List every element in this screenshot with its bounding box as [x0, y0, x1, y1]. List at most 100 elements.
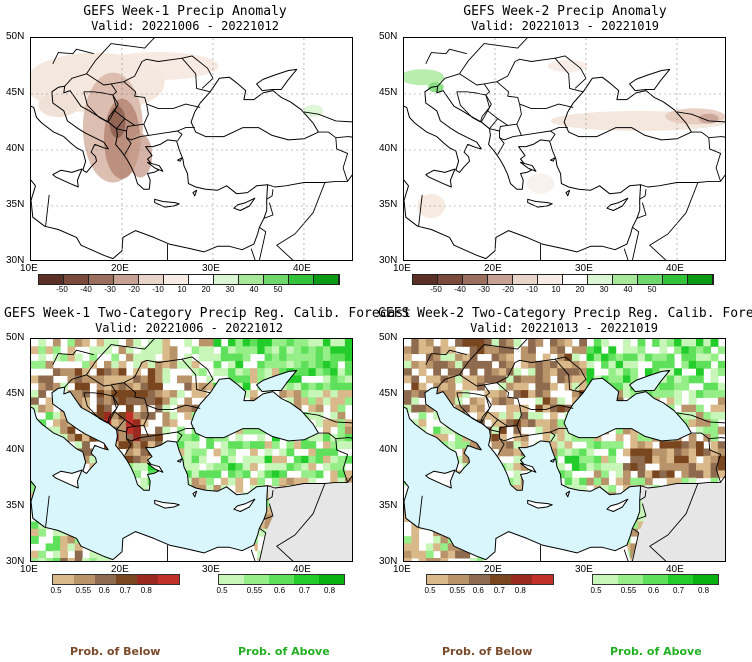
colorbar-tick: 0.8	[514, 586, 526, 595]
anomaly-colorbar	[38, 274, 340, 285]
colorbar-swatch	[74, 575, 95, 584]
lat-label: 50N	[379, 31, 398, 42]
colorbar-swatch	[214, 275, 239, 284]
lat-label: 35N	[6, 500, 25, 511]
lat-label: 40N	[379, 143, 398, 154]
colorbar-tick: -20	[128, 285, 140, 294]
colorbar-swatch	[538, 275, 563, 284]
colorbar-swatch	[413, 275, 438, 284]
colorbar-swatch	[513, 275, 538, 284]
colorbar-swatch	[269, 575, 294, 584]
prob-below-colorbar	[52, 574, 180, 585]
colorbar-swatch	[618, 575, 643, 584]
colorbar-tick: 0.7	[119, 586, 131, 595]
lon-label: 30E	[574, 564, 593, 575]
map-week1-anomaly	[30, 37, 353, 261]
lat-label: 40N	[6, 444, 25, 455]
colorbar-swatch	[488, 275, 513, 284]
colorbar-swatch	[663, 275, 688, 284]
panel-title: GEFS Week-2 Two-Category Precip Reg. Cal…	[378, 306, 752, 321]
colorbar-swatch	[89, 275, 114, 284]
lon-label: 40E	[665, 263, 684, 274]
lat-label: 35N	[379, 500, 398, 511]
colorbar-swatch	[563, 275, 588, 284]
colorbar-swatch	[588, 275, 613, 284]
anomaly-colorbar	[412, 274, 714, 285]
lat-label: 35N	[379, 199, 398, 210]
colorbar-swatch	[532, 575, 553, 584]
lon-label: 10E	[20, 564, 38, 575]
prob-below-label: Prob. of Below	[442, 645, 533, 658]
colorbar-tick: 0.6	[472, 586, 484, 595]
lon-label: 20E	[110, 263, 129, 274]
colorbar-tick: -10	[526, 285, 538, 294]
colorbar-swatch	[319, 575, 344, 584]
colorbar-tick: 50	[273, 285, 283, 294]
colorbar-tick: 0.6	[647, 586, 660, 595]
colorbar-swatch	[314, 275, 339, 284]
lat-label: 45N	[379, 388, 398, 399]
prob-below-label: Prob. of Below	[70, 645, 161, 658]
lon-label: 20E	[483, 263, 502, 274]
colorbar-swatch	[264, 275, 289, 284]
colorbar-swatch	[219, 575, 244, 584]
colorbar-swatch	[137, 575, 158, 584]
colorbar-swatch	[427, 575, 448, 584]
colorbar-tick: -10	[152, 285, 164, 294]
panel-title: GEFS Week-1 Precip Anomaly	[83, 4, 287, 19]
colorbar-tick: 0.5	[50, 586, 62, 595]
colorbar-tick: 0.7	[493, 586, 505, 595]
lon-label: 40E	[665, 564, 684, 575]
colorbar-tick: 0.6	[273, 586, 286, 595]
colorbar-tick: 10	[551, 285, 561, 294]
lat-label: 50N	[6, 332, 25, 343]
colorbar-swatch	[688, 275, 713, 284]
colorbar-swatch	[114, 275, 139, 284]
colorbar-tick: -40	[80, 285, 92, 294]
colorbar-swatch	[638, 275, 663, 284]
colorbar-swatch	[294, 575, 319, 584]
lat-label: 40N	[6, 143, 25, 154]
lon-label: 30E	[201, 564, 220, 575]
valid-dates: Valid: 20221006 - 20221012	[95, 321, 283, 335]
lat-label: 45N	[6, 87, 25, 98]
prob-above-colorbar	[218, 574, 345, 585]
colorbar-swatch	[593, 575, 618, 584]
colorbar-tick: -50	[56, 285, 68, 294]
lat-label: 50N	[379, 332, 398, 343]
lon-label: 10E	[393, 263, 411, 274]
colorbar-tick: 0.55	[75, 586, 92, 595]
colorbar-tick: 30	[225, 285, 235, 294]
colorbar-tick: 40	[249, 285, 259, 294]
map-week2-anomaly	[403, 37, 726, 261]
colorbar-tick: 0.55	[449, 586, 466, 595]
colorbar-tick: -50	[430, 285, 442, 294]
lat-label: 50N	[6, 31, 25, 42]
colorbar-swatch	[189, 275, 214, 284]
lon-label: 10E	[20, 263, 38, 274]
colorbar-tick: 40	[623, 285, 633, 294]
colorbar-tick: -40	[454, 285, 466, 294]
lat-label: 30N	[6, 255, 25, 266]
colorbar-tick: 0.7	[298, 586, 311, 595]
colorbar-tick: 0.6	[98, 586, 110, 595]
panel-title: GEFS Week-1 Two-Category Precip Reg. Cal…	[4, 306, 411, 321]
panel-title: GEFS Week-2 Precip Anomaly	[463, 4, 667, 19]
map-week1-prob	[30, 338, 353, 562]
colorbar-tick: 0.5	[424, 586, 436, 595]
map-week2-prob	[403, 338, 726, 562]
lat-label: 35N	[6, 199, 25, 210]
lat-label: 30N	[379, 556, 398, 567]
valid-dates: Valid: 20221013 - 20221019	[471, 19, 659, 33]
colorbar-swatch	[693, 575, 718, 584]
lat-label: 30N	[6, 556, 25, 567]
colorbar-tick: 20	[201, 285, 211, 294]
valid-dates: Valid: 20221006 - 20221012	[91, 19, 279, 33]
colorbar-tick: 0.7	[672, 586, 685, 595]
colorbar-swatch	[490, 575, 511, 584]
colorbar-swatch	[469, 575, 490, 584]
lat-label: 45N	[379, 87, 398, 98]
lon-label: 10E	[393, 564, 411, 575]
colorbar-swatch	[39, 275, 64, 284]
colorbar-swatch	[511, 575, 532, 584]
